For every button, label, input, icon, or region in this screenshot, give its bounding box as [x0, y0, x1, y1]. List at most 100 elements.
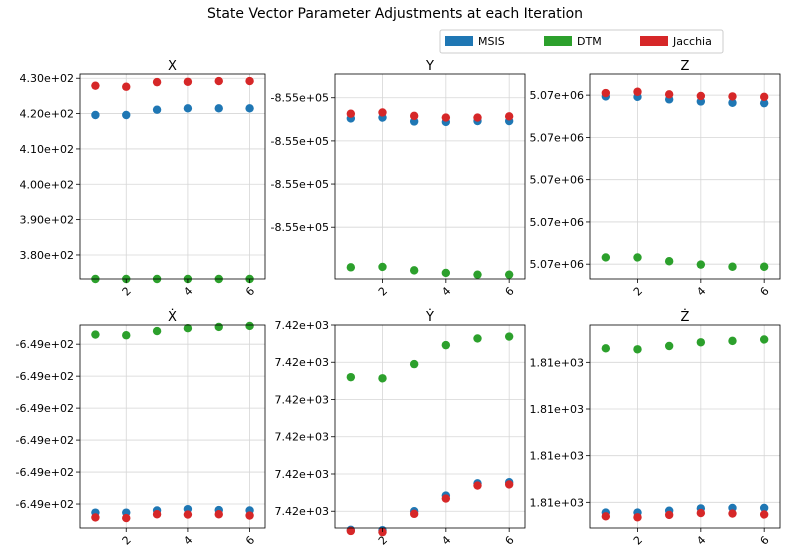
point-dtm	[473, 270, 482, 279]
x-tick-label: 2	[376, 284, 390, 298]
point-dtm	[473, 334, 482, 343]
point-dtm	[504, 270, 514, 279]
y-tick-label: -6.49e+02	[16, 402, 74, 415]
point-jacchia	[183, 510, 193, 519]
point-jacchia	[504, 480, 514, 489]
subplot-xdot: -6.49e+02 -6.49e+02 -6.49e+02 -6.49e+02 -6.4…	[16, 309, 266, 548]
point-msis	[152, 105, 162, 114]
point-jacchia	[601, 88, 611, 98]
x-tick-label: 6	[503, 533, 517, 547]
y-tick-label: 3.80e+02	[20, 249, 74, 262]
point-jacchia	[378, 527, 387, 537]
point-jacchia	[409, 111, 419, 121]
figure-title: State Vector Parameter Adjustments at ea…	[207, 6, 583, 22]
point-jacchia	[441, 494, 451, 503]
y-tick-label: -6.49e+02	[16, 338, 74, 351]
point-jacchia	[759, 510, 769, 519]
point-jacchia	[633, 513, 642, 522]
subplot-ydot: 7.42e+03 7.42e+03 7.42e+03 7.42e+03 7.42e+03…	[275, 309, 526, 548]
point-jacchia	[91, 513, 100, 522]
point-jacchia	[601, 512, 611, 521]
point-dtm	[759, 262, 769, 271]
point-msis	[759, 98, 769, 108]
point-dtm	[183, 323, 193, 333]
point-jacchia	[633, 87, 642, 96]
y-tick-label: 1.81e+03	[530, 496, 584, 509]
point-msis	[122, 110, 131, 120]
point-dtm	[441, 268, 451, 278]
subplot-title: X	[168, 59, 177, 74]
y-tick-label: -6.49e+02	[16, 498, 74, 511]
point-jacchia	[473, 113, 482, 122]
subplot-z: 5.07e+06 5.07e+06 5.07e+06 5.07e+06 5.07e+06…	[530, 59, 781, 299]
point-msis	[183, 104, 193, 113]
point-dtm	[378, 262, 387, 272]
point-dtm	[346, 372, 356, 382]
point-dtm	[214, 322, 223, 332]
x-tick-label: 6	[243, 533, 257, 547]
point-jacchia	[122, 82, 131, 91]
legend: MSIS DTM Jacchia	[439, 29, 724, 54]
x-tick-label: 6	[243, 284, 257, 298]
legend-label-dtm: DTM	[577, 35, 602, 48]
point-dtm	[409, 266, 419, 275]
axes-frame	[589, 324, 781, 529]
point-jacchia	[91, 81, 100, 90]
x-tick-label: 2	[120, 533, 134, 547]
point-jacchia	[728, 92, 737, 101]
point-msis	[245, 104, 254, 113]
point-jacchia	[728, 509, 737, 518]
y-tick-label: 7.42e+03	[275, 468, 329, 481]
point-dtm	[728, 336, 737, 346]
point-dtm	[664, 341, 674, 351]
point-jacchia	[214, 76, 223, 86]
y-tick-label: -6.49e+02	[16, 370, 74, 383]
x-tick-label: 6	[758, 284, 772, 298]
y-tick-label: -6.49e+02	[16, 434, 74, 447]
legend-frame	[439, 29, 724, 54]
point-jacchia	[245, 511, 254, 520]
x-tick-label: 6	[503, 284, 517, 298]
y-tick-label: 4.00e+02	[20, 178, 74, 191]
y-tick-label: 3.90e+02	[20, 214, 74, 227]
point-dtm	[245, 321, 254, 331]
y-tick-label: 7.42e+03	[275, 356, 329, 369]
point-dtm	[633, 253, 642, 262]
legend-label-msis: MSIS	[478, 35, 505, 48]
point-jacchia	[245, 76, 254, 86]
legend-swatch-msis	[445, 36, 473, 46]
point-jacchia	[696, 91, 706, 101]
axes-frame	[334, 324, 526, 529]
point-dtm	[441, 340, 451, 350]
point-dtm	[633, 345, 642, 354]
point-dtm	[409, 359, 419, 369]
point-jacchia	[664, 510, 674, 520]
point-jacchia	[122, 513, 131, 523]
y-tick-label: 5.07e+06	[530, 131, 584, 144]
y-tick-label: 7.42e+03	[275, 431, 329, 444]
y-tick-label: 7.42e+03	[275, 393, 329, 406]
point-dtm	[346, 263, 356, 272]
axes-frame	[79, 73, 266, 280]
y-tick-label: -6.49e+02	[16, 466, 74, 479]
point-jacchia	[346, 109, 356, 118]
point-dtm	[696, 338, 706, 347]
point-jacchia	[664, 90, 674, 99]
subplot-title: Z	[681, 59, 690, 74]
point-jacchia	[183, 77, 193, 86]
axes-frame	[79, 324, 266, 529]
x-tick-label: 4	[181, 284, 195, 298]
subplot-title: Ẏ	[425, 309, 434, 325]
legend-swatch-dtm	[544, 36, 572, 46]
y-tick-label: -8.55e+05	[271, 221, 329, 234]
y-tick-label: 4.20e+02	[20, 108, 74, 121]
point-jacchia	[441, 113, 451, 122]
axes-frame	[589, 73, 781, 280]
point-dtm	[664, 257, 674, 266]
point-dtm	[152, 326, 162, 336]
x-tick-label: 2	[631, 533, 645, 547]
y-tick-label: 5.07e+06	[530, 258, 584, 271]
x-tick-label: 4	[439, 284, 453, 298]
y-tick-label: 5.07e+06	[530, 89, 584, 102]
point-jacchia	[759, 92, 769, 102]
